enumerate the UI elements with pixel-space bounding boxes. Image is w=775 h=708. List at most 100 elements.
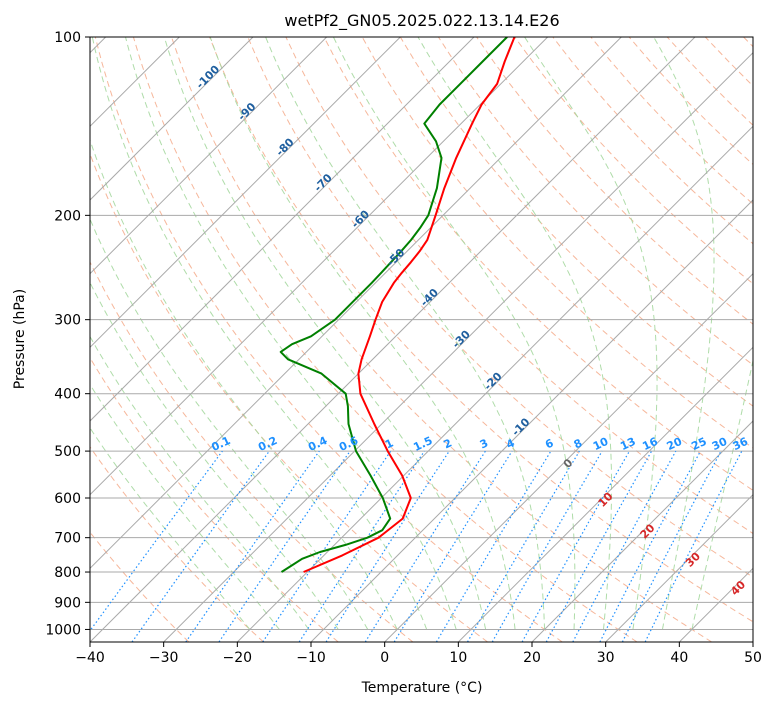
mixing-ratio-line (325, 450, 450, 642)
isotherm-line (90, 37, 328, 275)
dry-adiabat-line (704, 37, 753, 87)
isotherm-line (90, 37, 254, 201)
mixing-ratio-label: 13 (618, 435, 637, 453)
chart-title: wetPf2_GN05.2025.022.13.14.E26 (284, 11, 559, 31)
isotherm-line (457, 346, 753, 642)
mixing-ratio-line (572, 450, 677, 642)
y-tick-label: 1000 (45, 622, 81, 638)
x-axis-title: Temperature (°C) (361, 680, 483, 696)
y-tick-label: 100 (54, 30, 81, 46)
y-axis: 100 200 300 400 500 600 700 800 900 1000 (45, 30, 90, 638)
moist-adiabat-line (125, 37, 457, 630)
dry-adiabat-line (90, 356, 339, 642)
mixing-ratio-line (435, 450, 552, 642)
x-tick-label: 50 (744, 650, 762, 666)
mixing-ratio-label: 6 (543, 436, 556, 451)
mixing-ratio-line (262, 450, 392, 642)
dry-adiabats (90, 37, 753, 642)
mixing-ratio-label: 10 (591, 435, 611, 453)
moist-adiabat-line (163, 37, 487, 630)
isotherm-line (90, 37, 622, 570)
moist-adiabat-label: 40 (728, 578, 748, 598)
mixing-ratio-line (218, 450, 351, 642)
y-tick-label: 800 (54, 565, 81, 581)
moist-adiabat-line (332, 37, 576, 630)
dry-adiabat-line (285, 37, 753, 535)
x-tick-label: 40 (670, 650, 688, 666)
dry-adiabat-label: -40 (418, 286, 441, 309)
isotherm-line (90, 37, 549, 496)
isotherm-line (163, 51, 753, 642)
x-tick-label: −20 (223, 650, 253, 666)
isotherm-line (90, 37, 475, 422)
dry-adiabat-label: -80 (273, 135, 296, 158)
mixing-ratio-label: 4 (504, 436, 517, 451)
dry-adiabat-line (590, 37, 753, 205)
isotherm-line (531, 420, 753, 642)
mixing-ratio-line (393, 450, 513, 642)
moist-adiabat-line (209, 37, 516, 630)
moist-adiabat-line (90, 335, 310, 630)
sounding-profiles (279, 37, 516, 573)
moist-adiabat-line (90, 383, 280, 630)
dry-adiabat-line (90, 531, 190, 642)
y-tick-label: 200 (54, 208, 81, 224)
dry-adiabat-line (743, 37, 753, 48)
mixing-ratio-line (298, 450, 425, 642)
line-labels: 0.1 0.2 0.4 0.6 1 1.5 2 3 4 6 8 10 13 16 20 25 30 36-100-… (194, 63, 751, 599)
isotherm-line (384, 272, 753, 642)
moist-adiabat-line (90, 281, 339, 630)
mixing-ratio-label: 3 (478, 436, 490, 451)
mixing-ratio-label: 30 (710, 435, 730, 453)
mixing-ratio-line (521, 450, 631, 642)
dry-adiabat-line (666, 37, 753, 126)
moist-adiabat-line (653, 37, 715, 630)
x-tick-label: 0 (380, 650, 389, 666)
mixing-ratio-line (644, 450, 743, 642)
mixing-ratio-lines (90, 450, 743, 642)
dry-adiabat-line (476, 37, 753, 325)
mixing-ratio-line (545, 450, 653, 642)
mixing-ratio-label: 20 (665, 435, 685, 453)
moist-adiabat-label: 20 (638, 521, 658, 541)
dry-adiabat-label: -90 (235, 100, 258, 123)
isotherm-line (752, 641, 753, 642)
dewpoint-profile-line (279, 37, 508, 573)
isotherm-line (236, 125, 753, 642)
moist-adiabat-label: 10 (596, 490, 616, 510)
mixing-ratio-label: 2 (442, 436, 454, 451)
dry-adiabat-line (323, 37, 753, 491)
isotherms (90, 37, 753, 642)
isotherm-line (310, 199, 753, 642)
dry-adiabat-line (247, 37, 753, 578)
moist-adiabat-line (91, 37, 428, 630)
moist-adiabat-line (524, 37, 658, 630)
mixing-ratio-line (364, 450, 486, 642)
dry-adiabat-line (514, 37, 753, 285)
dry-adiabat-line (90, 260, 414, 642)
x-tick-label: 20 (523, 650, 541, 666)
dry-adiabat-line (132, 37, 638, 642)
dry-adiabat-line (90, 446, 264, 642)
y-tick-label: 900 (54, 595, 81, 611)
temperature-profile-line (303, 37, 516, 573)
x-tick-label: −40 (75, 650, 105, 666)
dry-adiabat-label: -60 (349, 207, 372, 230)
dry-adiabat-line (171, 37, 712, 642)
dry-adiabat-label: -10 (509, 415, 532, 438)
mixing-ratio-line (599, 450, 702, 642)
dry-adiabat-line (94, 37, 563, 642)
dry-adiabat-line (552, 37, 753, 245)
x-tick-label: 10 (449, 650, 467, 666)
mixing-ratio-line (131, 450, 270, 642)
isotherm-line (605, 493, 753, 642)
moist-adiabat-line (691, 358, 753, 630)
y-tick-label: 500 (54, 444, 81, 460)
dry-adiabat-label: -30 (450, 328, 473, 351)
x-tick-label: −10 (296, 650, 326, 666)
x-tick-label: 30 (597, 650, 615, 666)
y-tick-label: 400 (54, 387, 81, 403)
mixing-ratio-label: 16 (640, 435, 660, 453)
moist-adiabat-line (90, 217, 369, 630)
